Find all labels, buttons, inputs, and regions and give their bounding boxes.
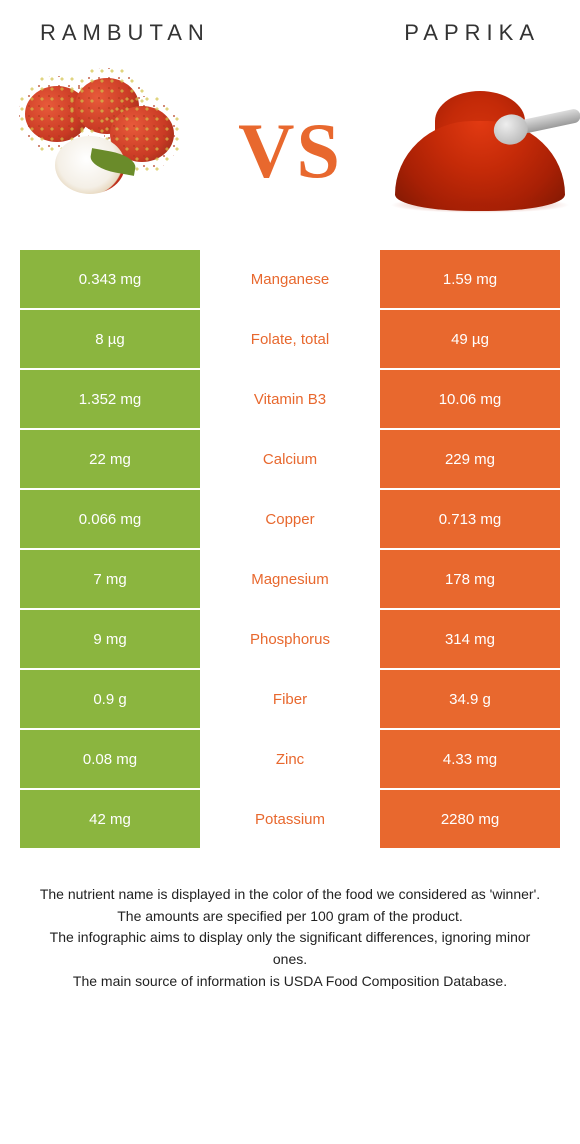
right-value-cell: 229 mg <box>380 430 560 488</box>
table-row: 0.9 gFiber34.9 g <box>20 670 560 728</box>
left-value-cell: 0.343 mg <box>20 250 200 308</box>
left-food-image <box>0 76 200 226</box>
table-row: 1.352 mgVitamin B310.06 mg <box>20 370 560 428</box>
left-value-cell: 8 µg <box>20 310 200 368</box>
left-value-cell: 0.066 mg <box>20 490 200 548</box>
footer-line: The infographic aims to display only the… <box>36 927 544 970</box>
table-row: 8 µgFolate, total49 µg <box>20 310 560 368</box>
right-value-cell: 1.59 mg <box>380 250 560 308</box>
table-row: 0.08 mgZinc4.33 mg <box>20 730 560 788</box>
vs-label: VS <box>238 106 342 196</box>
left-food-title: Rambutan <box>40 20 210 46</box>
nutrient-table: 0.343 mgManganese1.59 mg8 µgFolate, tota… <box>20 250 560 848</box>
nutrient-name-cell: Folate, total <box>202 310 378 368</box>
left-value-cell: 9 mg <box>20 610 200 668</box>
nutrient-name-cell: Vitamin B3 <box>202 370 378 428</box>
right-value-cell: 178 mg <box>380 550 560 608</box>
footer-line: The nutrient name is displayed in the co… <box>36 884 544 906</box>
left-value-cell: 0.08 mg <box>20 730 200 788</box>
right-value-cell: 4.33 mg <box>380 730 560 788</box>
footer-notes: The nutrient name is displayed in the co… <box>20 848 560 992</box>
footer-line: The amounts are specified per 100 gram o… <box>36 906 544 928</box>
hero-row: VS <box>20 66 560 236</box>
nutrient-name-cell: Potassium <box>202 790 378 848</box>
table-row: 7 mgMagnesium178 mg <box>20 550 560 608</box>
footer-line: The main source of information is USDA F… <box>36 971 544 993</box>
right-value-cell: 10.06 mg <box>380 370 560 428</box>
nutrient-name-cell: Calcium <box>202 430 378 488</box>
right-value-cell: 49 µg <box>380 310 560 368</box>
nutrient-name-cell: Manganese <box>202 250 378 308</box>
right-value-cell: 314 mg <box>380 610 560 668</box>
right-value-cell: 2280 mg <box>380 790 560 848</box>
right-food-title: Paprika <box>404 20 540 46</box>
table-row: 0.066 mgCopper0.713 mg <box>20 490 560 548</box>
right-value-cell: 34.9 g <box>380 670 560 728</box>
nutrient-name-cell: Phosphorus <box>202 610 378 668</box>
left-value-cell: 22 mg <box>20 430 200 488</box>
nutrient-name-cell: Magnesium <box>202 550 378 608</box>
left-value-cell: 42 mg <box>20 790 200 848</box>
left-value-cell: 0.9 g <box>20 670 200 728</box>
table-row: 0.343 mgManganese1.59 mg <box>20 250 560 308</box>
left-value-cell: 1.352 mg <box>20 370 200 428</box>
table-row: 22 mgCalcium229 mg <box>20 430 560 488</box>
left-value-cell: 7 mg <box>20 550 200 608</box>
right-value-cell: 0.713 mg <box>380 490 560 548</box>
right-food-image <box>380 76 580 226</box>
nutrient-name-cell: Fiber <box>202 670 378 728</box>
nutrient-name-cell: Zinc <box>202 730 378 788</box>
nutrient-name-cell: Copper <box>202 490 378 548</box>
table-row: 42 mgPotassium2280 mg <box>20 790 560 848</box>
table-row: 9 mgPhosphorus314 mg <box>20 610 560 668</box>
